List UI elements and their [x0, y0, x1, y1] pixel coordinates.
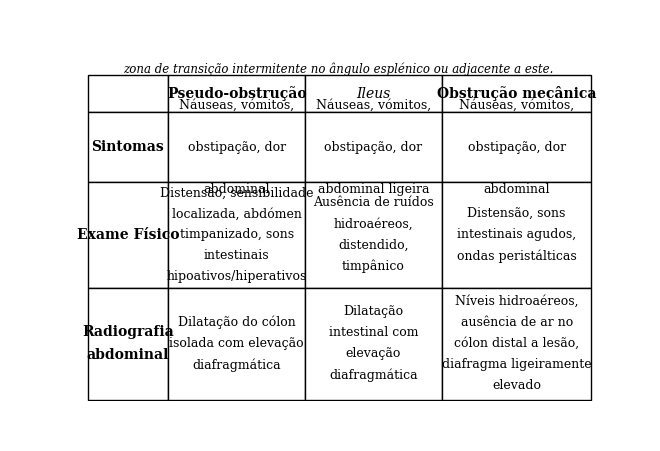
Bar — [168, 288, 305, 400]
Text: Ausência de ruídos
hidroaéreos,
distendido,
timpânico: Ausência de ruídos hidroaéreos, distendi… — [313, 197, 434, 273]
Text: Níveis hidroaéreos,
ausência de ar no
cólon distal a lesão,
diafragma ligeiramen: Níveis hidroaéreos, ausência de ar no có… — [442, 295, 591, 392]
Text: Distensão, sons
intestinais agudos,
ondas peristálticas: Distensão, sons intestinais agudos, onda… — [457, 207, 577, 263]
Text: Dilatação do cólon
isolada com elevação
diafragmática: Dilatação do cólon isolada com elevação … — [170, 315, 304, 372]
Bar — [442, 112, 591, 182]
Bar — [305, 112, 442, 182]
Bar — [305, 182, 442, 288]
Text: Obstrução mecânica: Obstrução mecânica — [437, 86, 597, 101]
Text: Náuseas, vómitos,

obstipação, dor

abdominal: Náuseas, vómitos, obstipação, dor abdomi… — [459, 99, 574, 196]
Bar — [305, 288, 442, 400]
Bar — [88, 182, 168, 288]
Text: Pseudo-obstrução: Pseudo-obstrução — [167, 86, 306, 101]
Bar — [442, 75, 591, 112]
Text: Sintomas: Sintomas — [92, 140, 164, 154]
Bar — [88, 75, 168, 112]
Text: Exame Físico: Exame Físico — [77, 228, 179, 242]
Text: Náuseas, vómitos,

obstipação, dor

abdominal ligeira: Náuseas, vómitos, obstipação, dor abdomi… — [316, 99, 431, 196]
Bar — [168, 75, 305, 112]
Bar — [442, 288, 591, 400]
Bar — [168, 182, 305, 288]
Bar — [305, 75, 442, 112]
Bar — [88, 288, 168, 400]
Text: Ileus: Ileus — [356, 87, 391, 101]
Text: Distensão, sensibilidade
localizada, abdómen
timpanizado, sons
intestinais
hipoa: Distensão, sensibilidade localizada, abd… — [160, 186, 314, 283]
Text: Radiografia
abdominal: Radiografia abdominal — [82, 325, 174, 362]
Text: Dilatação
intestinal com
elevação
diafragmática: Dilatação intestinal com elevação diafra… — [329, 305, 418, 382]
Bar — [442, 182, 591, 288]
Text: zona de transição intermitente no ângulo esplénico ou adjacente a este.: zona de transição intermitente no ângulo… — [123, 63, 554, 76]
Bar — [88, 112, 168, 182]
Bar — [168, 112, 305, 182]
Text: Náuseas, vómitos,

obstipação, dor

abdominal: Náuseas, vómitos, obstipação, dor abdomi… — [179, 99, 294, 196]
